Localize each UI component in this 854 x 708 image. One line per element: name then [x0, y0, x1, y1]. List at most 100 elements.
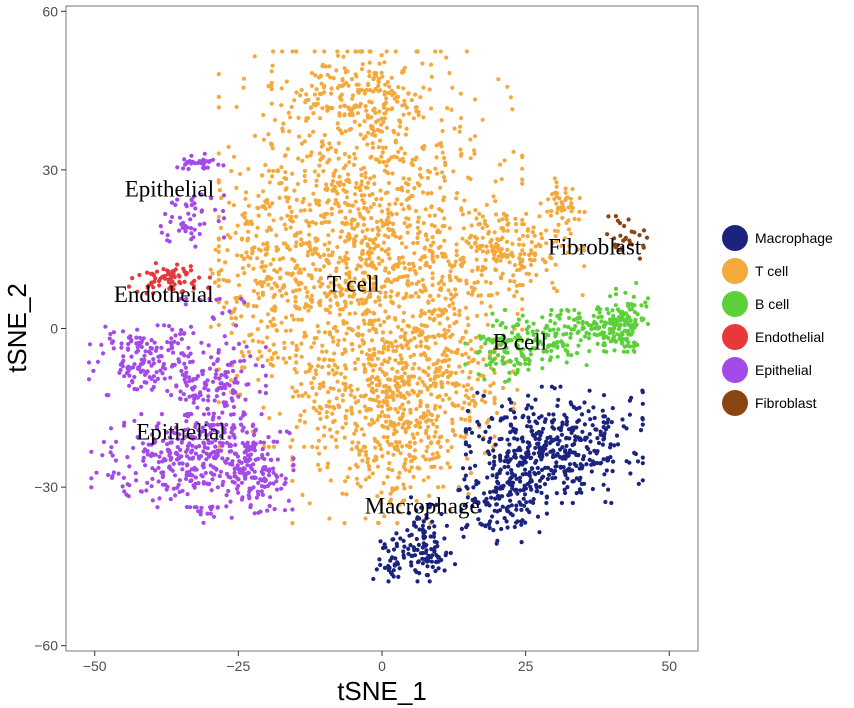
point-epithelial	[239, 296, 244, 301]
point-t-cell	[244, 219, 249, 224]
point-t-cell	[363, 393, 368, 398]
point-t-cell	[309, 276, 314, 281]
point-b-cell	[632, 303, 637, 308]
point-macrophage	[444, 523, 449, 528]
point-t-cell	[461, 255, 466, 260]
point-t-cell	[520, 217, 525, 223]
point-t-cell	[390, 265, 395, 270]
point-epithelial	[178, 296, 183, 301]
point-endothelial	[145, 270, 150, 275]
point-t-cell	[515, 387, 520, 392]
point-t-cell	[350, 347, 355, 352]
point-macrophage	[417, 516, 422, 521]
point-epithelial	[209, 488, 214, 493]
point-epithelial	[170, 214, 175, 220]
point-b-cell	[574, 351, 580, 356]
point-t-cell	[382, 413, 387, 419]
point-macrophage	[424, 512, 429, 518]
point-macrophage	[391, 568, 396, 573]
point-b-cell	[515, 360, 521, 365]
point-t-cell	[499, 276, 504, 281]
point-t-cell	[300, 492, 305, 498]
point-endothelial	[166, 269, 171, 274]
point-t-cell	[554, 210, 560, 215]
point-t-cell	[370, 374, 375, 379]
point-epithelial	[201, 449, 206, 454]
point-macrophage	[543, 465, 548, 470]
point-t-cell	[312, 169, 317, 174]
point-t-cell	[401, 86, 406, 91]
point-epithelial	[192, 161, 197, 166]
point-t-cell	[290, 49, 295, 54]
point-t-cell	[511, 149, 516, 154]
point-t-cell	[216, 322, 221, 328]
point-t-cell	[473, 208, 478, 213]
point-t-cell	[419, 175, 424, 180]
point-epithelial	[246, 470, 251, 475]
point-t-cell	[382, 111, 387, 116]
point-t-cell	[405, 323, 410, 328]
point-t-cell	[409, 465, 414, 470]
point-t-cell	[367, 263, 372, 268]
point-epithelial	[169, 393, 174, 398]
point-t-cell	[441, 484, 446, 489]
point-t-cell	[283, 328, 289, 333]
point-t-cell	[281, 241, 286, 246]
point-t-cell	[335, 49, 340, 54]
point-t-cell	[466, 355, 471, 360]
point-epithelial	[199, 192, 204, 197]
point-macrophage	[550, 476, 555, 481]
point-endothelial	[137, 272, 142, 278]
point-macrophage	[621, 424, 626, 429]
point-t-cell	[294, 370, 299, 375]
point-epithelial	[244, 430, 249, 435]
point-t-cell	[365, 227, 370, 232]
point-t-cell	[464, 388, 469, 393]
point-b-cell	[476, 372, 481, 377]
point-macrophage	[640, 461, 645, 466]
point-macrophage	[428, 534, 433, 539]
point-b-cell	[580, 325, 585, 330]
point-b-cell	[629, 307, 635, 312]
point-t-cell	[293, 299, 298, 304]
point-epithelial	[184, 454, 190, 459]
point-t-cell	[227, 200, 232, 205]
point-t-cell	[313, 73, 318, 78]
point-b-cell	[601, 323, 606, 328]
point-b-cell	[536, 341, 541, 346]
point-b-cell	[558, 312, 563, 317]
point-epithelial	[149, 363, 154, 368]
point-t-cell	[510, 107, 515, 112]
point-epithelial	[89, 485, 94, 490]
point-epithelial	[225, 381, 230, 387]
point-epithelial	[246, 448, 251, 453]
point-b-cell	[626, 328, 631, 334]
point-b-cell	[548, 355, 554, 360]
point-b-cell	[571, 327, 577, 332]
point-epithelial	[139, 384, 144, 389]
point-t-cell	[354, 74, 359, 79]
point-fibroblast	[637, 233, 642, 238]
point-t-cell	[443, 308, 449, 313]
point-t-cell	[396, 85, 401, 90]
point-macrophage	[425, 564, 430, 569]
point-epithelial	[152, 340, 157, 345]
point-macrophage	[374, 567, 379, 572]
point-t-cell	[486, 229, 492, 235]
point-t-cell	[267, 416, 272, 421]
point-t-cell	[382, 319, 387, 324]
point-t-cell	[248, 219, 253, 224]
point-t-cell	[428, 293, 433, 299]
point-fibroblast	[621, 238, 626, 243]
point-macrophage	[533, 445, 538, 451]
point-t-cell	[401, 260, 406, 265]
point-t-cell	[263, 162, 268, 168]
point-t-cell	[466, 210, 472, 215]
point-t-cell	[521, 222, 527, 227]
point-t-cell	[563, 190, 568, 195]
point-t-cell	[367, 361, 372, 366]
point-t-cell	[448, 508, 453, 513]
point-epithelial	[219, 372, 224, 378]
point-macrophage	[505, 437, 510, 442]
point-epithelial	[144, 341, 150, 346]
